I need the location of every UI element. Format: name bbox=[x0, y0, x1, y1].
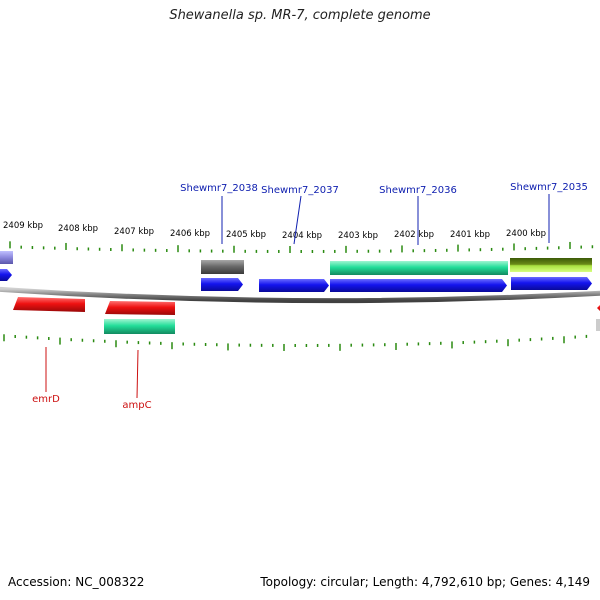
kbp-label: 2401 kbp bbox=[450, 230, 490, 240]
gene-label-emrD: emrD bbox=[32, 394, 60, 405]
kbp-label: 2403 kbp bbox=[338, 231, 378, 241]
feature-green-ampC bbox=[104, 319, 175, 334]
kbp-label: 2406 kbp bbox=[170, 229, 210, 239]
accession-text: Accession: NC_008322 bbox=[8, 575, 145, 589]
cds-arrow bbox=[0, 269, 12, 281]
feature-row-cds bbox=[0, 269, 592, 292]
feature-lilac bbox=[0, 251, 13, 264]
cds-arrow bbox=[330, 279, 507, 292]
kbp-label: 2404 kbp bbox=[282, 231, 322, 241]
rna-arrow-ampC bbox=[105, 301, 175, 315]
gene-labels-bottom: emrD ampC bbox=[32, 394, 151, 411]
genome-backbone bbox=[0, 286, 600, 304]
gene-label-ampC: ampC bbox=[122, 400, 151, 411]
kbp-scale-labels: 2409 kbp 2408 kbp 2407 kbp 2406 kbp 2405… bbox=[3, 221, 546, 241]
map-title: Shewanella sp. MR-7, complete genome bbox=[169, 8, 431, 23]
cds-arrow bbox=[511, 277, 592, 290]
feature-grey bbox=[201, 260, 244, 274]
feature-green-long bbox=[330, 261, 508, 275]
gene-label-shewmr7-2038: Shewmr7_2038 bbox=[180, 183, 258, 194]
tick-marks-inner bbox=[3, 334, 588, 351]
gene-labels-top: Shewmr7_2038 Shewmr7_2037 Shewmr7_2036 S… bbox=[180, 182, 588, 196]
genome-summary-text: Topology: circular; Length: 4,792,610 bp… bbox=[260, 575, 590, 589]
leader-line bbox=[136, 349, 139, 399]
kbp-label: 2400 kbp bbox=[506, 229, 546, 239]
kbp-label: 2407 kbp bbox=[114, 227, 154, 237]
feature-edge-grey bbox=[596, 319, 600, 331]
tick-marks-outer bbox=[9, 241, 594, 253]
kbp-label: 2402 kbp bbox=[394, 230, 434, 240]
cds-arrow bbox=[201, 278, 243, 291]
kbp-label: 2409 kbp bbox=[3, 221, 43, 231]
feature-olive bbox=[510, 258, 592, 272]
kbp-label: 2405 kbp bbox=[226, 230, 266, 240]
gene-label-shewmr7-2036: Shewmr7_2036 bbox=[379, 185, 457, 196]
kbp-label: 2408 kbp bbox=[58, 224, 98, 234]
leader-line bbox=[293, 195, 302, 245]
gene-label-shewmr7-2035: Shewmr7_2035 bbox=[510, 182, 588, 193]
rna-arrow-edge bbox=[597, 305, 600, 311]
gene-label-shewmr7-2037: Shewmr7_2037 bbox=[261, 185, 339, 196]
rna-arrow-emrD bbox=[13, 297, 85, 312]
feature-row-outer bbox=[0, 251, 592, 275]
cds-arrow bbox=[259, 279, 329, 292]
feature-row-reverse bbox=[13, 297, 600, 334]
label-leaders bbox=[45, 194, 550, 399]
